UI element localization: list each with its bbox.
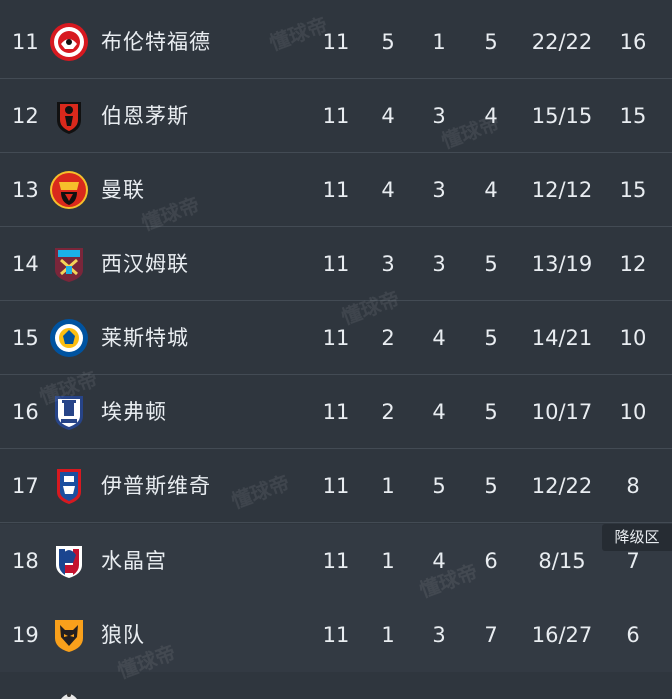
man-utd-badge-icon (50, 171, 88, 209)
table-row[interactable]: 13 曼联 11 4 3 4 12/12 15 (0, 153, 672, 227)
played: 11 (322, 178, 350, 202)
points: 10 (619, 400, 647, 424)
points: 10 (619, 326, 647, 350)
lost: 5 (484, 326, 498, 350)
goals: 16/27 (531, 623, 593, 647)
played: 11 (322, 474, 350, 498)
team-name[interactable]: 埃弗顿 (101, 400, 167, 424)
rank: 17 (12, 474, 39, 498)
points: 15 (619, 178, 647, 202)
points: 16 (619, 30, 647, 54)
rank: 14 (12, 252, 39, 276)
drawn: 5 (432, 474, 446, 498)
drawn: 3 (432, 623, 446, 647)
table-row[interactable]: 12 伯恩茅斯 11 4 3 4 15/15 15 (0, 79, 672, 153)
drawn: 1 (432, 30, 446, 54)
brentford-badge-icon (50, 23, 88, 61)
rank: 15 (12, 326, 39, 350)
table-row[interactable]: 14 西汉姆联 11 3 3 5 13/19 12 (0, 227, 672, 301)
leicester-badge-icon (50, 319, 88, 357)
drawn: 3 (432, 104, 446, 128)
rank: 12 (12, 104, 39, 128)
table-row[interactable]: 15 莱斯特城 11 2 4 5 14/21 10 (0, 301, 672, 375)
team-name[interactable]: 水晶宫 (101, 549, 167, 573)
bournemouth-badge-icon (57, 102, 81, 134)
drawn: 4 (432, 400, 446, 424)
drawn: 4 (432, 549, 446, 573)
played: 11 (322, 623, 350, 647)
played: 11 (322, 252, 350, 276)
west-ham-badge-icon (55, 248, 83, 282)
goals: 14/21 (531, 326, 593, 350)
rank: 16 (12, 400, 39, 424)
won: 2 (381, 326, 395, 350)
team-name[interactable]: 西汉姆联 (101, 252, 189, 276)
goals: 12/22 (531, 474, 593, 498)
team-name[interactable]: 莱斯特城 (101, 326, 189, 350)
goals: 8/15 (538, 549, 586, 573)
played: 11 (322, 326, 350, 350)
team-name[interactable]: 布伦特福德 (101, 30, 211, 54)
points: 7 (626, 549, 640, 573)
rank: 19 (12, 623, 39, 647)
won: 1 (381, 549, 395, 573)
goals: 22/22 (531, 30, 593, 54)
table-row[interactable]: 17 伊普斯维奇 11 1 5 5 12/22 8 (0, 449, 672, 523)
goals: 13/19 (531, 252, 593, 276)
drawn: 3 (432, 178, 446, 202)
table-row[interactable]: 16 埃弗顿 11 2 4 5 10/17 10 (0, 375, 672, 449)
lost: 7 (484, 623, 498, 647)
team-name[interactable]: 伯恩茅斯 (101, 104, 189, 128)
rank: 11 (12, 30, 39, 54)
drawn: 3 (432, 252, 446, 276)
lost: 5 (484, 474, 498, 498)
played: 11 (322, 400, 350, 424)
lost: 4 (484, 178, 498, 202)
lost: 6 (484, 549, 498, 573)
lost: 4 (484, 104, 498, 128)
won: 5 (381, 30, 395, 54)
goals: 15/15 (531, 104, 593, 128)
played: 11 (322, 30, 350, 54)
wolves-badge-icon (55, 620, 83, 652)
everton-badge-icon (55, 396, 83, 430)
rank: 13 (12, 178, 39, 202)
partial-next-row (0, 683, 672, 699)
won: 1 (381, 623, 395, 647)
drawn: 4 (432, 326, 446, 350)
points: 6 (626, 623, 640, 647)
team-name[interactable]: 曼联 (101, 178, 145, 202)
goals: 12/12 (531, 178, 593, 202)
table-row[interactable]: 19 狼队 11 1 3 7 16/27 6 (0, 598, 672, 672)
played: 11 (322, 104, 350, 128)
table-row[interactable]: 11 布伦特福德 11 5 1 5 22/22 16 (0, 5, 672, 79)
won: 3 (381, 252, 395, 276)
relegation-zone-label: 降级区 (602, 524, 672, 551)
points: 12 (619, 252, 647, 276)
ipswich-badge-icon (57, 469, 81, 504)
won: 1 (381, 474, 395, 498)
points: 15 (619, 104, 647, 128)
team-name[interactable]: 伊普斯维奇 (101, 474, 211, 498)
lost: 5 (484, 400, 498, 424)
won: 4 (381, 104, 395, 128)
points: 8 (626, 474, 640, 498)
crystal-palace-badge-icon (56, 546, 82, 578)
won: 4 (381, 178, 395, 202)
team-name[interactable]: 狼队 (101, 623, 145, 647)
table-row[interactable]: 18 水晶宫 11 1 4 6 8/15 7 (0, 524, 672, 598)
lost: 5 (484, 252, 498, 276)
lost: 5 (484, 30, 498, 54)
won: 2 (381, 400, 395, 424)
next-team-badge-icon (61, 693, 77, 699)
rank: 18 (12, 549, 39, 573)
played: 11 (322, 549, 350, 573)
goals: 10/17 (531, 400, 593, 424)
